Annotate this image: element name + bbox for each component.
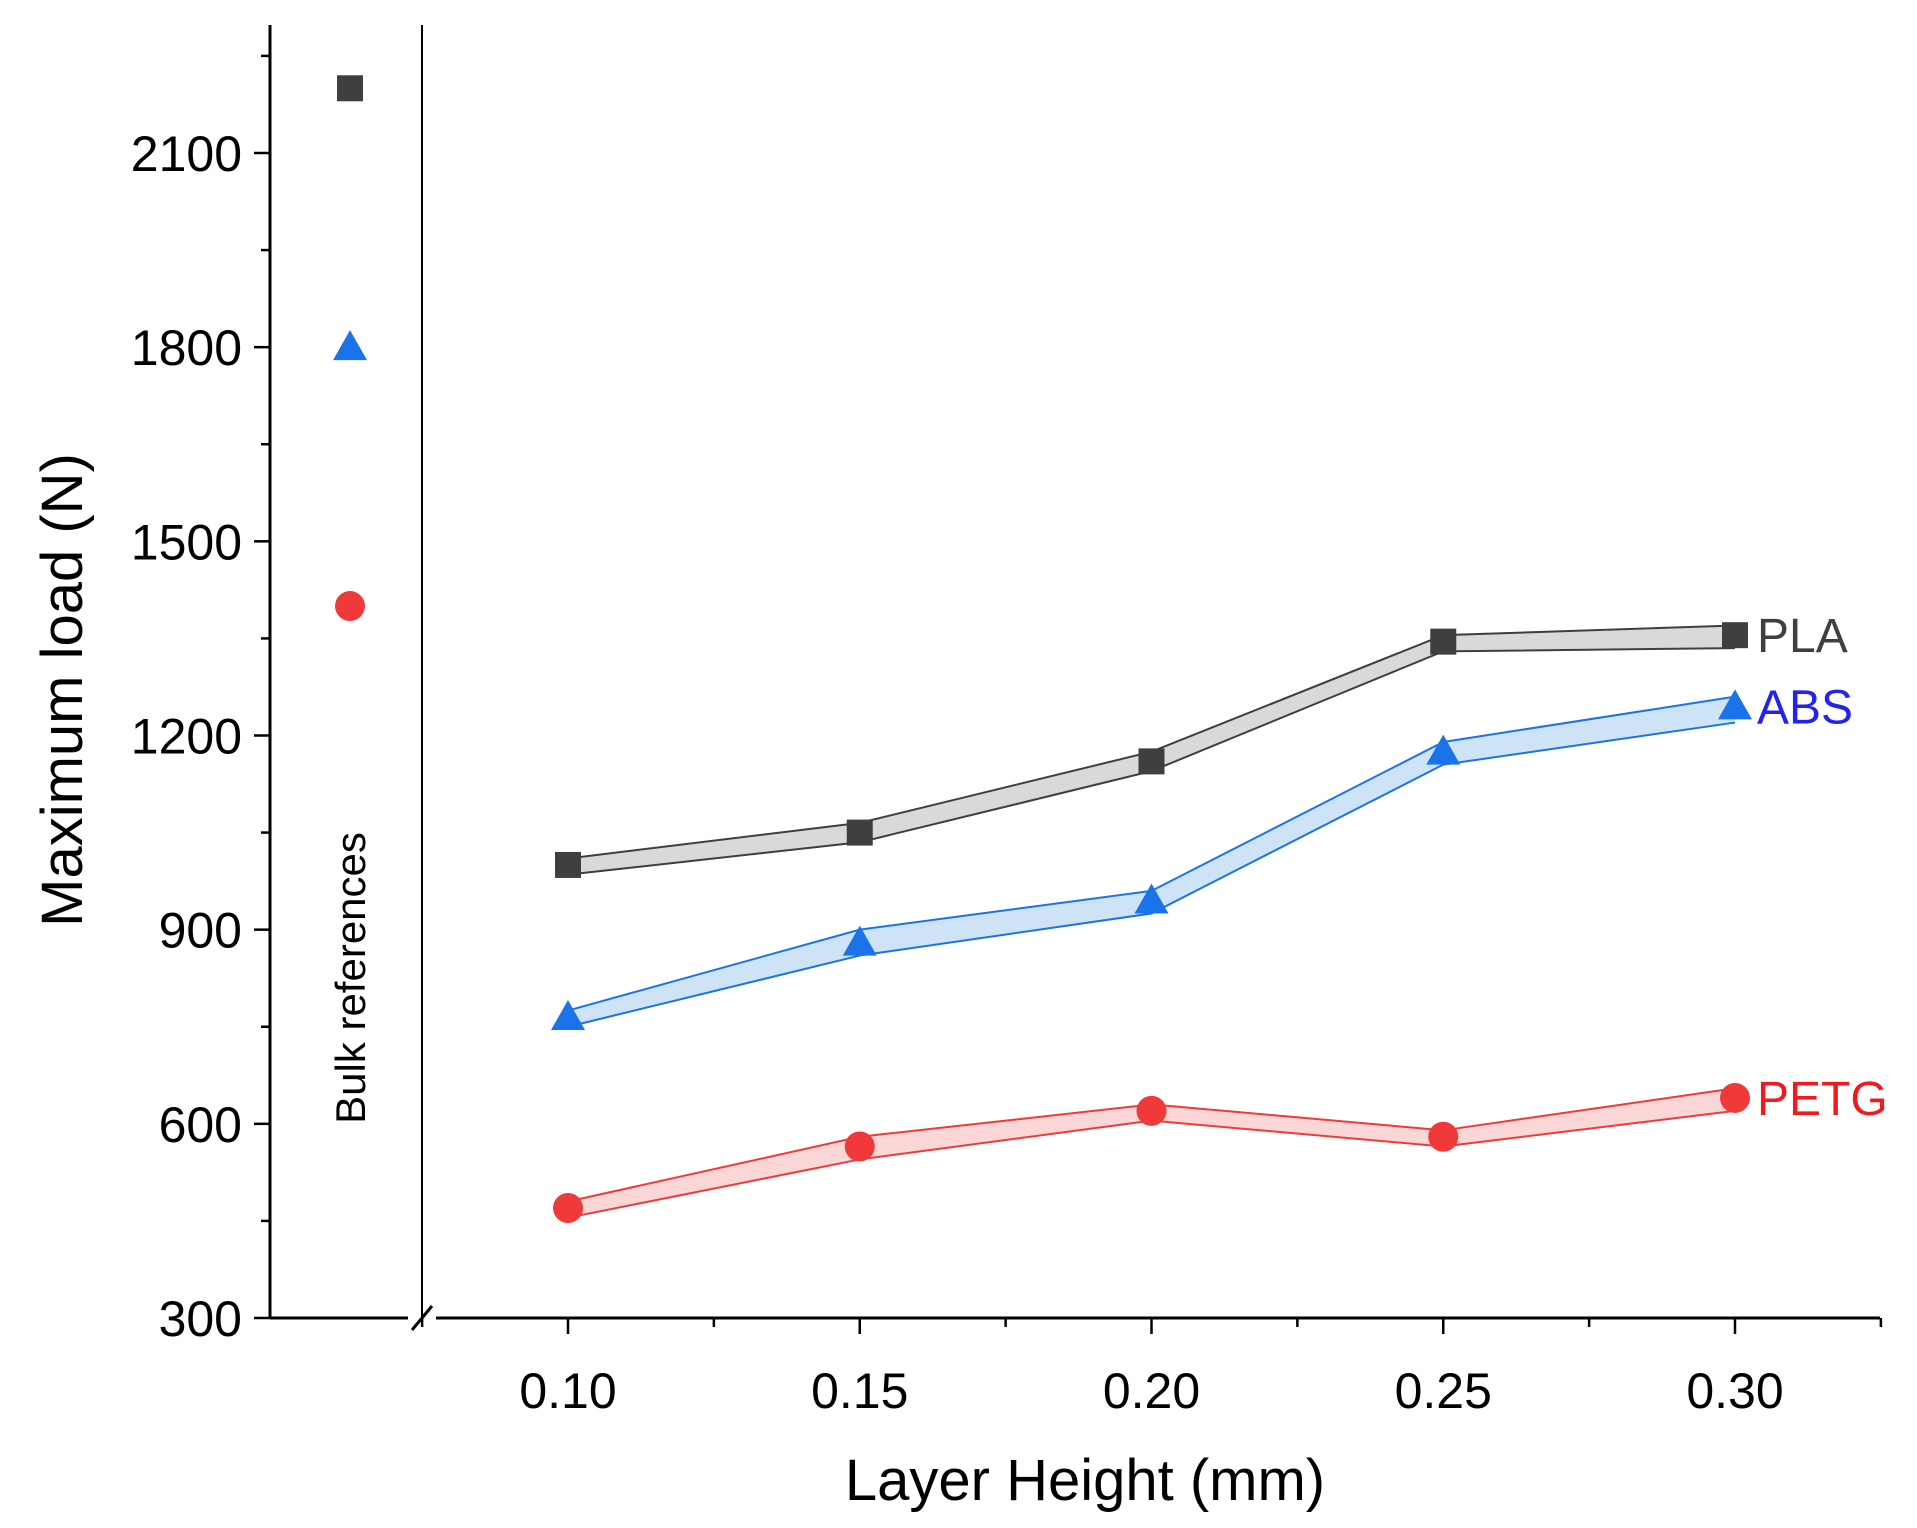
- pla-point: [846, 819, 873, 846]
- abs-point: [842, 925, 877, 956]
- petg-point: [844, 1131, 875, 1162]
- petg-point: [1136, 1095, 1167, 1126]
- x-tick-label: 0.10: [519, 1363, 616, 1419]
- y-tick-label: 600: [159, 1097, 242, 1153]
- x-tick-label: 0.30: [1686, 1363, 1783, 1419]
- x-tick-label: 0.15: [811, 1363, 908, 1419]
- petg-point: [1720, 1082, 1750, 1113]
- y-tick-label: 900: [159, 903, 242, 959]
- pla-point: [1722, 622, 1748, 649]
- y-tick-label: 1200: [131, 709, 242, 765]
- pla-series-label: PLA: [1757, 610, 1848, 663]
- y-tick-label: 1500: [131, 514, 242, 570]
- petg-bulk-point: [335, 591, 365, 622]
- pla-point: [1138, 748, 1165, 775]
- abs-point: [551, 1000, 585, 1031]
- petg-point: [553, 1192, 583, 1223]
- y-tick-label: 2100: [131, 126, 242, 182]
- abs-bulk-point: [333, 330, 367, 361]
- y-axis-title: Maximum load (N): [30, 453, 95, 927]
- pla-point: [555, 851, 581, 878]
- pla-bulk-point: [337, 75, 363, 102]
- bulk-references-label: Bulk references: [327, 832, 374, 1124]
- x-axis-title: Layer Height (mm): [845, 1448, 1325, 1513]
- axes: 300 600 900 1200 1500 1800 2100 0.10 0.15 0.20 0.2…: [131, 25, 1883, 1419]
- y-tick-label: 1800: [131, 320, 242, 376]
- petg-series-label: PETG: [1757, 1073, 1888, 1126]
- abs-series-label: ABS: [1757, 681, 1853, 734]
- error-bands: [568, 625, 1735, 1218]
- abs-point: [1718, 689, 1752, 720]
- y-tick-label: 300: [159, 1291, 242, 1347]
- abs-point: [1134, 883, 1169, 914]
- pla-error-band: [568, 625, 1735, 875]
- x-tick-label: 0.25: [1395, 1363, 1492, 1419]
- x-tick-label: 0.20: [1103, 1363, 1200, 1419]
- petg-point: [1428, 1121, 1459, 1152]
- series-markers: [333, 75, 1752, 1223]
- pla-point: [1430, 628, 1457, 655]
- abs-error-band: [568, 696, 1735, 1027]
- abs-point: [1426, 734, 1461, 765]
- labels: PLA ABS PETG Layer Height (mm) Maximum load …: [30, 453, 1888, 1513]
